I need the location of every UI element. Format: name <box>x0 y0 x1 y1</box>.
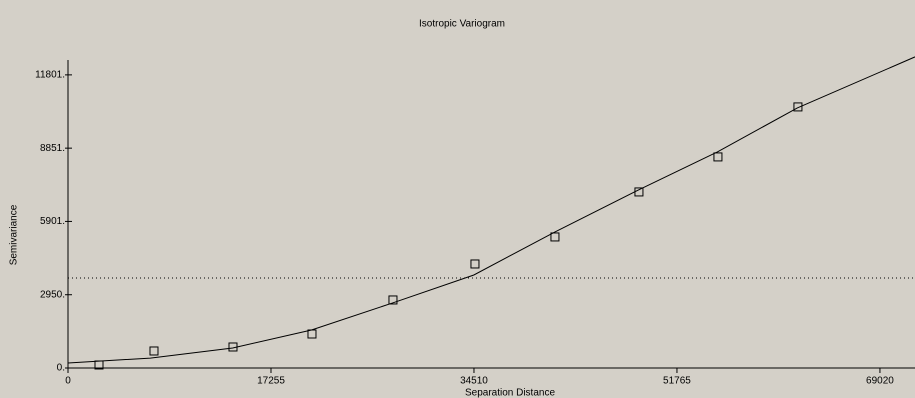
data-point <box>550 232 560 242</box>
data-point <box>713 152 723 162</box>
y-tick-label: 5901. <box>40 216 65 227</box>
y-tick-label: 11801. <box>35 70 65 81</box>
y-tick-label: 2950. <box>40 289 65 300</box>
data-point <box>634 187 644 197</box>
data-point <box>793 102 803 112</box>
y-tick-label: 8851. <box>40 143 65 154</box>
data-point <box>228 342 238 352</box>
x-tick-label: 51765 <box>663 376 691 387</box>
x-tick-label: 69020 <box>866 376 894 387</box>
x-tick-label: 0 <box>65 376 71 387</box>
data-point <box>470 259 480 269</box>
chart-title: Isotropic Variogram <box>419 19 505 30</box>
y-tick-label: 0. <box>57 363 65 374</box>
x-tick-label: 17255 <box>257 376 285 387</box>
data-point <box>388 295 398 305</box>
data-point <box>94 360 104 370</box>
fit-curve <box>67 56 915 364</box>
data-point <box>307 329 317 339</box>
data-point <box>149 346 159 356</box>
x-axis-label: Separation Distance <box>465 388 555 398</box>
y-axis-label: Semivariance <box>9 204 20 265</box>
x-tick-label: 34510 <box>460 376 488 387</box>
